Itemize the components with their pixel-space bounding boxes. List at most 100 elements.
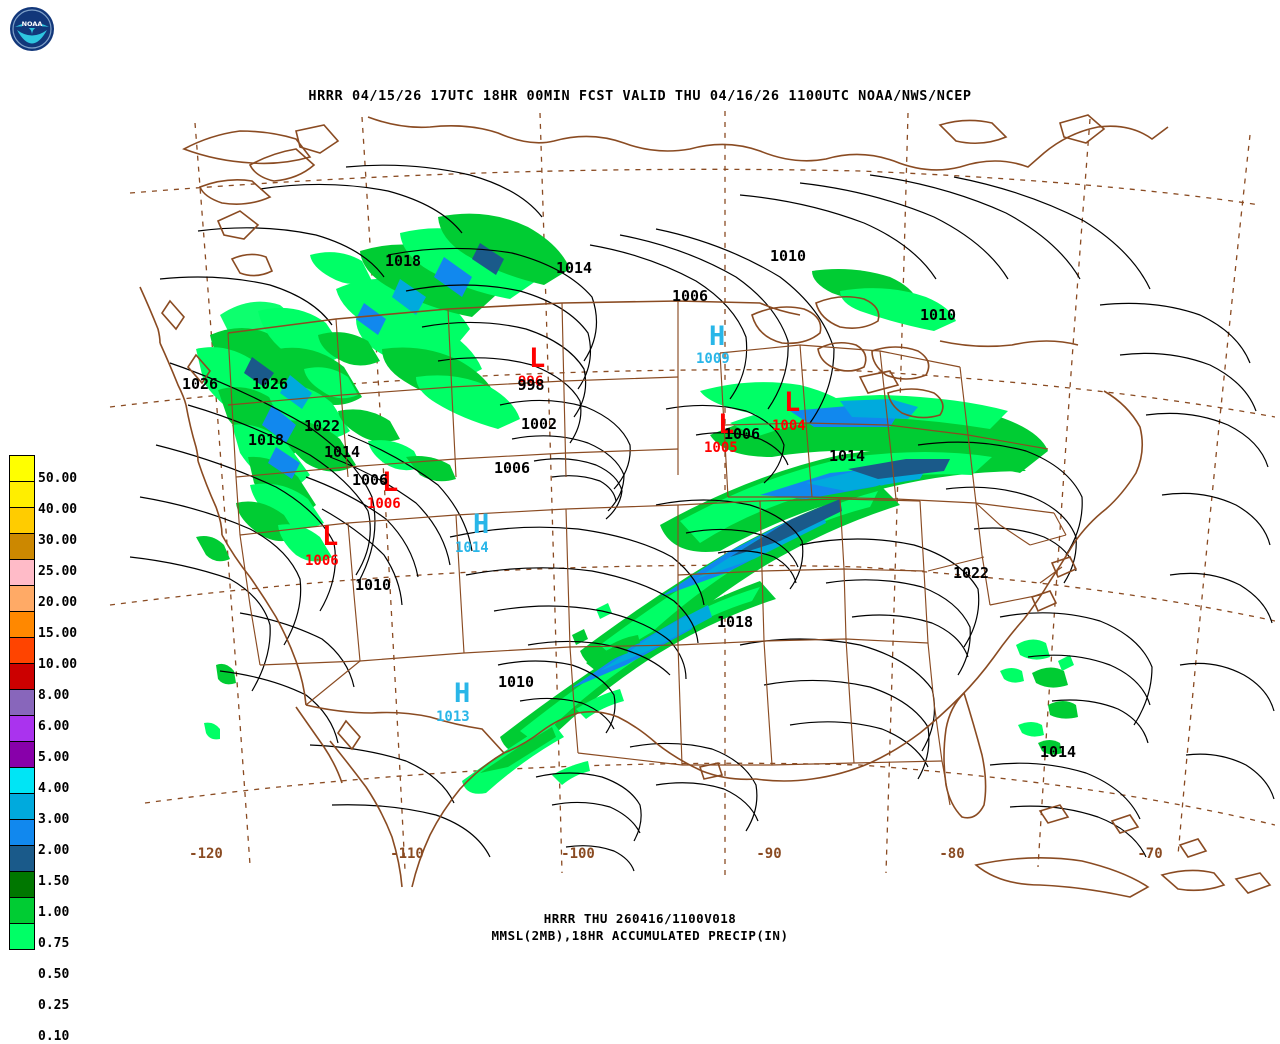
colorbar-swatch [10,664,34,690]
isobar-label: 1014 [556,259,592,277]
colorbar-swatch [10,612,34,638]
low-pressure-marker: L 1006 [305,521,339,569]
isobar-label: 1018 [248,431,284,449]
isobar-label: 1006 [724,425,760,443]
colorbar-tick-label: 5.00 [38,750,70,765]
noaa-logo-wordmark-bg [22,19,42,28]
isobar-label: 1022 [304,417,340,435]
isobar-label: 1014 [1040,743,1076,761]
low-symbol: L [718,409,734,440]
isobar-label: 1018 [385,252,421,270]
colorbar-tick-label: 10.00 [38,657,78,672]
colorbar-tick-label: 1.50 [38,874,70,889]
high-value: 1013 [436,709,470,725]
low-symbol: L [529,343,545,374]
isobar-label: 1022 [953,564,989,582]
low-pressure-marker: L 1004 [772,387,806,434]
colorbar-swatch [10,846,34,872]
colorbar-tick-label: 3.00 [38,812,70,827]
low-symbol: L [322,521,338,552]
colorbar-tick-label: 8.00 [38,688,70,703]
low-pressure-marker: L 996 [518,343,545,390]
isobar-label: 1010 [355,576,391,594]
longitude-label-90: -90 [756,846,781,862]
colorbar-tick-label: 30.00 [38,533,78,548]
high-pressure-marker: H 1014 [455,509,489,556]
noaa-logo: NOAA [10,7,54,51]
geopolitical-boundaries [139,114,1272,898]
longitude-label-80: -80 [939,846,964,862]
longitude-label-110: -110 [390,846,424,862]
colorbar-tick-label: 25.00 [38,564,78,579]
isobar-label: 998 [517,376,544,394]
colorbar-swatch [10,690,34,716]
high-symbol: H [709,321,725,352]
caption-line-1: HRRR THU 260416/1100V018 [543,911,737,926]
colorbar-swatch [10,898,34,924]
low-value: 996 [518,374,543,390]
colorbar-tick-label: 0.75 [38,936,70,951]
low-symbol: L [784,387,800,418]
graticule [109,111,1275,876]
precip-colorbar [9,455,35,950]
isobar-label: 1018 [717,613,753,631]
longitude-label-70: -70 [1137,846,1162,862]
low-value: 1006 [367,496,401,512]
isobar-label: 1006 [672,287,708,305]
colorbar-tick-label: 1.00 [38,905,70,920]
longitude-label-100: -100 [561,846,595,862]
low-pressure-marker: L 1006 [367,467,401,512]
high-pressure-marker: H 1013 [436,678,470,725]
low-value: 1004 [772,418,806,434]
noaa-logo-inner-ring [12,9,52,49]
precip-colorbar-labels: 50.00 40.00 30.00 25.00 20.00 15.00 10.00 8.00 6… [38,455,98,1044]
high-symbol: H [454,678,470,709]
noaa-logo-body [17,30,47,44]
colorbar-tick-label: 2.00 [38,843,70,858]
longitude-label-120: -120 [189,846,223,862]
colorbar-tick-label: 50.00 [38,471,78,486]
low-symbol: L [382,467,398,498]
colorbar-swatch [10,742,34,768]
colorbar-tick-label: 0.25 [38,998,70,1013]
high-pressure-marker: H 1009 [696,321,730,367]
high-symbol: H [473,509,489,540]
colorbar-swatch [10,508,34,534]
colorbar-tick-label: 6.00 [38,719,70,734]
colorbar-swatch [10,560,34,586]
isobar-contours [129,164,1275,872]
colorbar-swatch [10,872,34,898]
weather-map[interactable]: L 996 L 1006 L 1005 L 1004 L 1006 H 1009… [100,105,1275,905]
isobar-label: 1006 [494,459,530,477]
map-canvas[interactable]: L 996 L 1006 L 1005 L 1004 L 1006 H 1009… [100,105,1275,905]
colorbar-swatch [10,638,34,664]
high-value: 1014 [455,540,489,556]
isobar-label: 1026 [182,375,218,393]
colorbar-swatch [10,820,34,846]
colorbar-swatch [10,794,34,820]
isobar-label: 1010 [770,247,806,265]
colorbar-tick-label: 40.00 [38,502,78,517]
isobar-label: 1010 [920,306,956,324]
colorbar-tick-label: 20.00 [38,595,78,610]
noaa-logo-wordmark: NOAA [22,20,43,28]
colorbar-swatch [10,768,34,794]
colorbar-swatch [10,716,34,742]
colorbar-tick-label: 0.50 [38,967,70,982]
high-value: 1009 [696,351,730,367]
colorbar-swatch [10,482,34,508]
colorbar-swatch [10,534,34,560]
colorbar-tick-label: 0.10 [38,1029,70,1044]
low-value: 1006 [305,553,339,569]
longitude-labels: -120 -110 -100 -90 -80 -70 [189,846,1163,862]
colorbar-tick-label: 15.00 [38,626,78,641]
isobar-label: 1002 [521,415,557,433]
isobar-label: 1014 [829,447,865,465]
isobar-label: 1006 [352,471,388,489]
map-caption: HRRR THU 260416/1100V018 MMSL(2MB),18HR … [0,910,1280,944]
isobar-label: 1014 [324,443,360,461]
pressure-centers: L 996 L 1006 L 1005 L 1004 L 1006 H 1009… [305,321,806,725]
low-value: 1005 [704,440,738,456]
caption-line-2: MMSL(2MB),18HR ACCUMULATED PRECIP(IN) [491,928,789,943]
precip-field-bahamas [1000,639,1078,755]
